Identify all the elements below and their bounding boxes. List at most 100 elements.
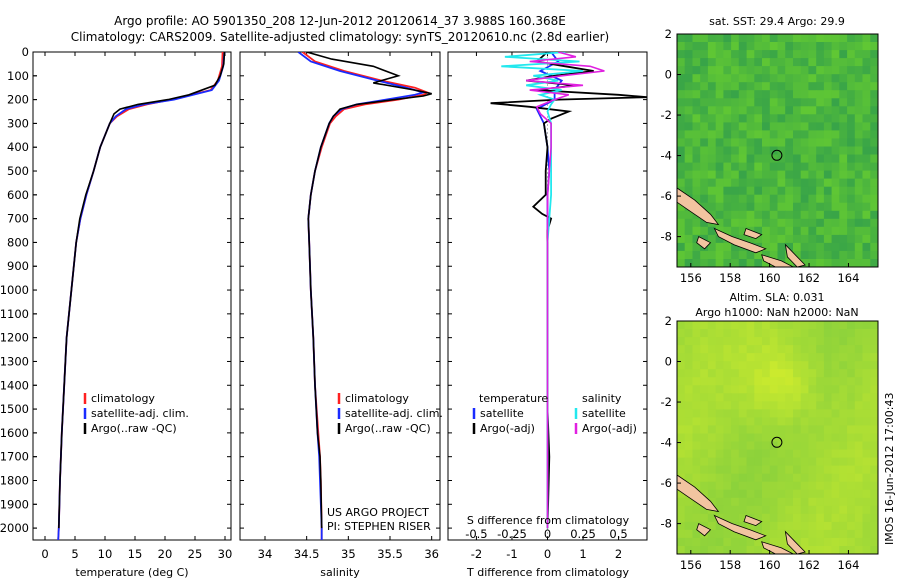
heatmap-cell: [746, 465, 755, 475]
heatmap-cell: [816, 90, 825, 99]
heatmap-cell: [754, 226, 763, 236]
heatmap-cell: [746, 234, 755, 244]
heatmap-cell: [862, 361, 871, 370]
heatmap-cell: [715, 154, 724, 164]
heatmap-cell: [831, 361, 840, 370]
heatmap-cell: [800, 321, 809, 330]
heatmap-cell: [700, 202, 709, 212]
heatmap-cell: [746, 130, 755, 139]
heatmap-cell: [762, 481, 771, 491]
heatmap-cell: [808, 74, 817, 83]
heatmap-cell: [854, 170, 864, 180]
heatmap-cell: [738, 138, 748, 147]
heatmap-cell: [746, 457, 755, 467]
heatmap-cell: [762, 473, 771, 483]
heatmap-cell: [785, 321, 794, 330]
heatmap-cell: [870, 425, 878, 434]
heatmap-cell: [777, 481, 786, 491]
heatmap-cell: [862, 546, 871, 554]
heatmap-cell: [854, 521, 864, 531]
heatmap-cell: [785, 473, 794, 483]
heatmap-cell: [785, 513, 794, 523]
heatmap-cell: [731, 337, 740, 346]
heatmap-cell: [769, 473, 779, 483]
heatmap-cell: [862, 50, 871, 59]
map-y-tick-label: -6: [661, 476, 672, 490]
heatmap-cell: [754, 250, 763, 260]
heatmap-cell: [754, 114, 763, 123]
heatmap-cell: [862, 106, 871, 115]
heatmap-cell: [777, 529, 786, 539]
heatmap-cell: [808, 186, 817, 196]
heatmap-cell: [715, 546, 724, 554]
heatmap-cell: [692, 74, 701, 83]
heatmap-cell: [777, 218, 786, 228]
heatmap-cell: [839, 546, 848, 554]
heatmap-cell: [769, 385, 779, 394]
heatmap-cell: [777, 250, 786, 260]
heatmap-cell: [754, 122, 763, 131]
heatmap-cell: [754, 138, 763, 147]
heatmap-cell: [839, 425, 848, 434]
x-tick-label: 35: [341, 547, 356, 561]
heatmap-cell: [823, 353, 833, 362]
heatmap-cell: [762, 58, 771, 67]
heatmap-cell: [831, 58, 840, 67]
heatmap-cell: [723, 202, 732, 212]
heatmap-cell: [677, 425, 686, 434]
heatmap-cell: [715, 194, 724, 204]
x-tick-label: 20: [158, 547, 173, 561]
x-tick-label: 5: [71, 547, 78, 561]
heatmap-cell: [839, 146, 848, 156]
heatmap-cell: [762, 42, 771, 51]
heatmap-cell: [677, 234, 686, 244]
heatmap-cell: [746, 114, 755, 123]
heatmap-cell: [800, 385, 809, 394]
heatmap-cell: [723, 409, 732, 418]
heatmap-cell: [808, 178, 817, 188]
heatmap-cell: [700, 505, 709, 515]
heatmap-cell: [831, 457, 840, 467]
heatmap-cell: [723, 186, 732, 196]
heatmap-cell: [715, 106, 724, 115]
sla-map-title: Altim. SLA: 0.031: [729, 291, 824, 304]
heatmap-cell: [762, 138, 771, 147]
salinity-panel: 34 34.5 35 35.5 36 salinity climatologysatel…: [239, 51, 443, 579]
heatmap-cell: [831, 425, 840, 434]
heatmap-cell: [677, 178, 686, 188]
heatmap-cell: [808, 361, 817, 370]
heatmap-cell: [746, 122, 755, 131]
heatmap-cell: [793, 210, 802, 220]
depth-tick-label: 1300: [0, 354, 29, 368]
heatmap-cell: [723, 433, 732, 443]
heatmap-cell: [823, 481, 833, 491]
heatmap-cell: [684, 242, 693, 252]
heatmap-cell: [692, 50, 701, 59]
heatmap-cell: [692, 505, 701, 515]
heatmap-cell: [707, 353, 717, 362]
heatmap-cell: [808, 154, 817, 164]
heatmap-cell: [731, 50, 740, 59]
heatmap-cell: [800, 130, 809, 139]
heatmap-cell: [839, 505, 848, 515]
heatmap-cell: [684, 473, 693, 483]
heatmap-cell: [785, 98, 794, 107]
heatmap-cell: [715, 42, 724, 51]
heatmap-cell: [847, 521, 856, 531]
land-polygon: [696, 523, 712, 537]
heatmap-cell: [707, 377, 717, 386]
heatmap-cell: [847, 377, 856, 386]
heatmap-cell: [808, 259, 817, 267]
heatmap-cell: [870, 513, 878, 523]
heatmap-cell: [677, 42, 686, 51]
heatmap-cell: [800, 457, 809, 467]
heatmap-cell: [746, 369, 755, 378]
heatmap-cell: [831, 546, 840, 554]
heatmap-cell: [738, 449, 748, 459]
heatmap-cell: [800, 489, 809, 499]
heatmap-cell: [677, 497, 686, 507]
heatmap-cell: [692, 138, 701, 147]
heatmap-cell: [700, 457, 709, 467]
heatmap-cell: [700, 409, 709, 418]
heatmap-cell: [847, 58, 856, 67]
